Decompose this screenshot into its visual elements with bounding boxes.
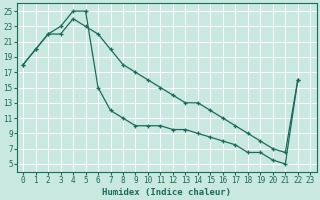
- X-axis label: Humidex (Indice chaleur): Humidex (Indice chaleur): [102, 188, 231, 197]
